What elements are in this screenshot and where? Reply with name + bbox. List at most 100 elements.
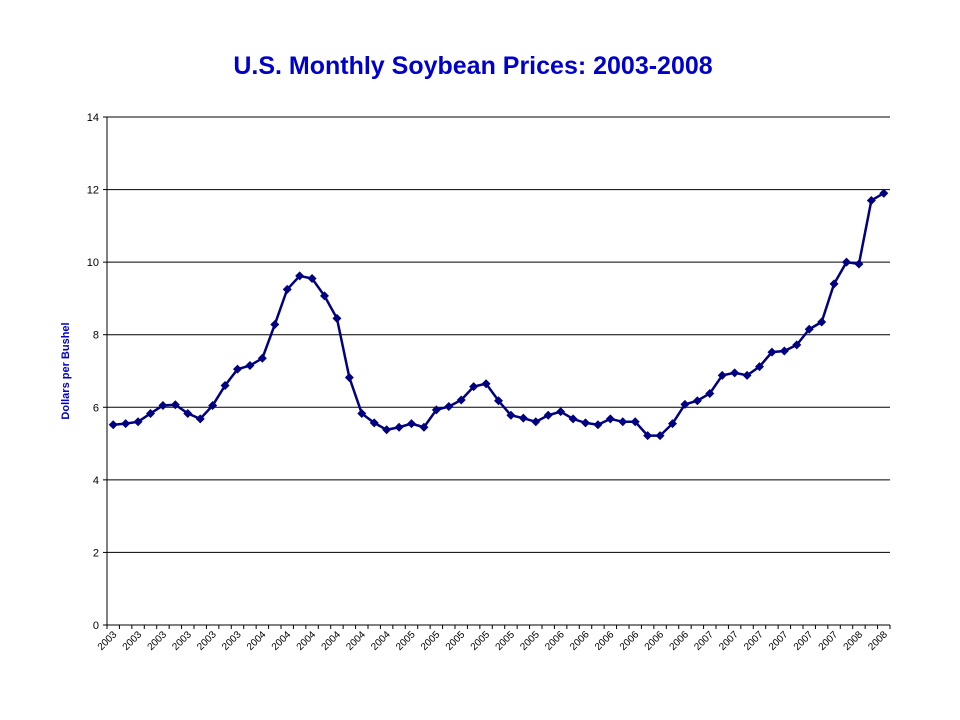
- x-tick-label: 2006: [643, 629, 667, 653]
- data-point: [444, 402, 454, 412]
- data-point: [680, 399, 690, 409]
- data-point: [804, 324, 814, 334]
- data-point: [817, 317, 827, 327]
- data-point: [730, 368, 740, 378]
- x-tick-label: 2003: [195, 629, 219, 653]
- x-tick-label: 2008: [866, 629, 890, 653]
- y-tick-label: 6: [93, 402, 99, 414]
- x-tick-label: 2005: [469, 629, 493, 653]
- data-point: [394, 422, 404, 432]
- y-tick-label: 4: [93, 475, 99, 487]
- data-point: [854, 259, 864, 269]
- data-point: [183, 408, 193, 418]
- data-point: [692, 396, 702, 406]
- data-point: [792, 340, 802, 350]
- x-tick-label: 2005: [394, 629, 418, 653]
- x-tick-label: 2003: [170, 629, 194, 653]
- data-point: [866, 195, 876, 205]
- y-axis-label: Dollars per Bushel: [60, 322, 72, 419]
- x-tick-label: 2004: [295, 629, 319, 653]
- data-point: [282, 284, 292, 294]
- x-tick-label: 2004: [245, 629, 269, 653]
- data-point: [344, 373, 354, 383]
- y-tick-label: 0: [93, 620, 99, 632]
- data-point: [257, 353, 267, 363]
- data-point: [369, 418, 379, 428]
- x-tick-label: 2007: [742, 629, 766, 653]
- data-point: [307, 273, 317, 283]
- data-point: [581, 418, 590, 428]
- data-point: [208, 400, 218, 410]
- x-tick-label: 2007: [717, 629, 741, 653]
- data-point: [506, 410, 516, 420]
- data-point: [742, 370, 752, 380]
- x-tick-label: 2005: [494, 629, 518, 653]
- data-point: [245, 361, 255, 371]
- data-point: [170, 400, 180, 410]
- data-point: [158, 400, 168, 410]
- data-point: [630, 417, 640, 427]
- data-point: [779, 346, 789, 356]
- data-point: [233, 364, 242, 374]
- data-point: [295, 271, 305, 281]
- data-point: [543, 410, 553, 420]
- data-point: [518, 413, 528, 423]
- x-tick-label: 2007: [817, 629, 841, 653]
- x-tick-label: 2005: [444, 629, 468, 653]
- data-point: [668, 419, 677, 429]
- x-tick-label: 2006: [543, 629, 567, 653]
- data-point: [270, 320, 280, 330]
- x-tick-label: 2006: [668, 629, 692, 653]
- data-point: [407, 419, 416, 429]
- data-point: [195, 414, 205, 424]
- data-point: [842, 257, 851, 267]
- data-point: [829, 279, 839, 289]
- data-point: [531, 417, 541, 427]
- data-point: [593, 420, 603, 430]
- x-tick-label: 2004: [369, 629, 393, 653]
- x-tick-label: 2006: [593, 629, 617, 653]
- x-tick-label: 2005: [419, 629, 443, 653]
- data-point: [494, 396, 503, 406]
- data-point: [332, 313, 342, 323]
- data-point: [357, 408, 367, 418]
- data-point: [419, 422, 429, 432]
- y-tick-label: 10: [87, 257, 99, 269]
- data-point: [481, 379, 491, 389]
- x-tick-label: 2004: [270, 629, 294, 653]
- data-point: [879, 188, 889, 198]
- x-tick-label: 2006: [568, 629, 592, 653]
- data-point: [469, 382, 479, 392]
- data-point: [121, 419, 131, 429]
- data-point: [618, 417, 628, 427]
- data-point: [643, 431, 653, 441]
- data-point: [146, 408, 155, 418]
- x-tick-label: 2003: [121, 629, 145, 653]
- data-point: [568, 414, 578, 424]
- data-point: [456, 395, 466, 405]
- data-point: [431, 405, 441, 415]
- data-point: [717, 370, 727, 380]
- y-tick-label: 8: [93, 330, 99, 342]
- data-point: [382, 425, 392, 435]
- data-point: [655, 431, 665, 441]
- x-tick-label: 2003: [96, 629, 120, 653]
- y-tick-label: 2: [93, 547, 99, 559]
- data-point: [220, 381, 230, 391]
- data-point: [755, 362, 764, 372]
- x-tick-label: 2006: [618, 629, 642, 653]
- x-tick-label: 2008: [842, 629, 866, 653]
- x-tick-label: 2007: [792, 629, 816, 653]
- y-tick-label: 14: [87, 112, 99, 124]
- y-tick-label: 12: [87, 185, 99, 197]
- x-tick-label: 2005: [518, 629, 542, 653]
- x-tick-label: 2004: [344, 629, 368, 653]
- chart-title: U.S. Monthly Soybean Prices: 2003-2008: [233, 52, 712, 80]
- data-point: [556, 407, 566, 417]
- x-tick-label: 2003: [146, 629, 170, 653]
- data-point: [767, 347, 777, 357]
- data-point: [320, 291, 329, 301]
- data-point: [605, 414, 615, 424]
- data-point: [133, 417, 143, 427]
